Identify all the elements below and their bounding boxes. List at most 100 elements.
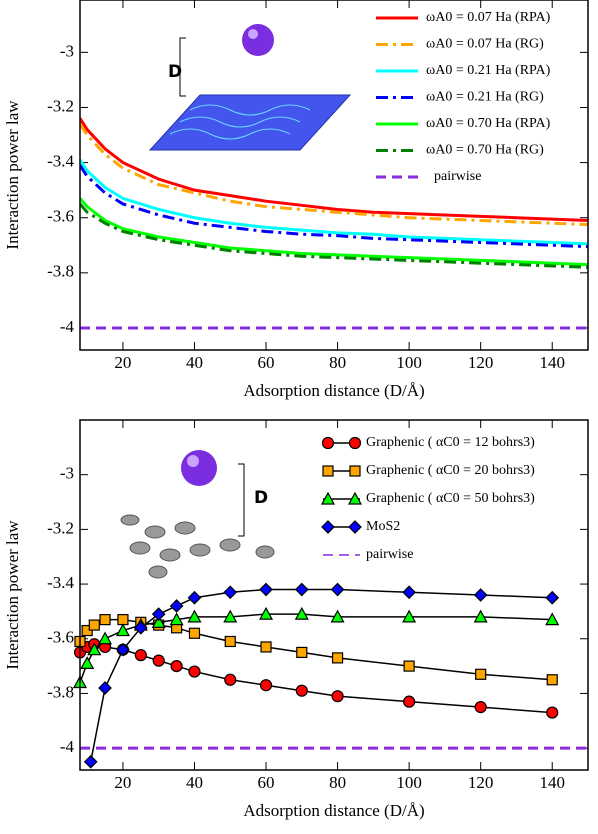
marker xyxy=(546,706,559,719)
marker xyxy=(133,620,148,635)
marker xyxy=(134,649,147,662)
marker xyxy=(80,656,95,669)
marker xyxy=(294,606,309,620)
inset-bottom xyxy=(120,450,275,579)
marker xyxy=(98,631,113,645)
marker xyxy=(321,436,335,450)
marker xyxy=(330,609,345,623)
marker xyxy=(331,690,344,703)
marker xyxy=(224,635,236,648)
marker xyxy=(187,609,202,623)
marker xyxy=(259,679,273,692)
marker xyxy=(474,701,487,714)
legend-label: ωA0 = 0.70 Ha (RPA) xyxy=(426,116,551,131)
marker xyxy=(115,623,130,637)
series-line xyxy=(80,202,588,269)
y-tick-label: -3 xyxy=(60,464,74,483)
marker xyxy=(259,582,273,597)
marker xyxy=(223,585,238,600)
marker xyxy=(545,590,560,605)
marker xyxy=(188,627,201,639)
marker xyxy=(169,599,184,613)
marker xyxy=(151,607,166,621)
marker xyxy=(330,582,345,597)
marker xyxy=(99,614,111,626)
x-tick-label: 120 xyxy=(468,773,494,792)
legend-label: ωA0 = 0.07 Ha (RPA) xyxy=(426,10,551,25)
x-tick-label: 100 xyxy=(396,353,422,372)
legend-label: ωA0 = 0.21 Ha (RG) xyxy=(426,90,544,105)
marker xyxy=(98,681,112,695)
legend-label: MoS2 xyxy=(366,519,400,534)
x-tick-label: 100 xyxy=(396,773,422,792)
x-tick-label: 120 xyxy=(468,353,494,372)
inset-top xyxy=(148,24,352,151)
marker xyxy=(475,668,487,680)
marker xyxy=(403,695,416,708)
y-tick-label: -3.6 xyxy=(47,207,74,226)
x-tick-label: 140 xyxy=(539,773,565,792)
marker xyxy=(188,665,201,678)
y-axis-title: Interaction power law xyxy=(3,100,22,250)
x-axis-title: Adsorption distance (D/Å) xyxy=(243,381,424,400)
legend-label: pairwise xyxy=(366,547,413,562)
marker xyxy=(87,642,102,656)
legend-label: ωA0 = 0.21 Ha (RPA) xyxy=(426,63,551,78)
series-line xyxy=(80,164,588,249)
y-tick-label: -3.2 xyxy=(47,518,74,537)
x-tick-label: 60 xyxy=(258,773,275,792)
marker xyxy=(152,654,165,667)
y-tick-label: -4 xyxy=(60,737,75,756)
marker xyxy=(402,609,417,623)
marker xyxy=(169,612,184,626)
marker xyxy=(260,641,272,653)
series-line xyxy=(80,117,588,222)
legend-label: Graphenic ( αC0 = 20 bohrs3) xyxy=(366,463,535,478)
marker xyxy=(259,606,274,620)
y-tick-label: -3.4 xyxy=(47,573,74,592)
y-tick-label: -4 xyxy=(60,317,75,336)
inset-label: D xyxy=(254,488,268,508)
marker xyxy=(83,754,98,769)
legend-label: ωA0 = 0.07 Ha (RG) xyxy=(426,37,544,52)
marker xyxy=(348,520,362,534)
x-tick-label: 20 xyxy=(114,353,131,372)
y-tick-label: -3.4 xyxy=(47,152,74,171)
series-line xyxy=(80,159,588,246)
x-axis-title: Adsorption distance (D/Å) xyxy=(243,801,424,820)
marker xyxy=(320,491,336,505)
marker xyxy=(546,674,558,686)
marker xyxy=(322,465,334,477)
marker xyxy=(347,491,363,505)
x-tick-label: 140 xyxy=(539,353,565,372)
series-line xyxy=(80,197,588,267)
marker xyxy=(151,615,166,628)
marker xyxy=(296,646,308,659)
marker xyxy=(473,609,488,623)
legend-label: Graphenic ( αC0 = 12 bohrs3) xyxy=(366,435,535,450)
marker xyxy=(224,673,237,686)
y-tick-label: -3.6 xyxy=(47,628,74,647)
x-tick-label: 80 xyxy=(329,353,346,372)
marker xyxy=(117,614,129,626)
marker xyxy=(545,612,560,626)
legend-label: pairwise xyxy=(434,169,481,184)
x-tick-label: 40 xyxy=(186,353,203,372)
marker xyxy=(170,659,183,673)
marker xyxy=(187,590,202,605)
y-tick-label: -3 xyxy=(60,41,74,60)
plot-frame xyxy=(79,0,589,351)
marker xyxy=(294,582,309,597)
x-tick-label: 80 xyxy=(329,773,346,792)
marker xyxy=(321,520,335,534)
y-tick-label: -3.8 xyxy=(47,682,74,701)
marker xyxy=(88,619,100,631)
marker xyxy=(223,609,238,623)
marker xyxy=(295,684,308,697)
marker xyxy=(349,465,361,477)
legend-label: Graphenic ( αC0 = 50 bohrs3) xyxy=(366,491,535,506)
y-tick-label: -3.8 xyxy=(47,262,74,281)
x-tick-label: 20 xyxy=(114,773,131,792)
marker xyxy=(348,436,362,450)
